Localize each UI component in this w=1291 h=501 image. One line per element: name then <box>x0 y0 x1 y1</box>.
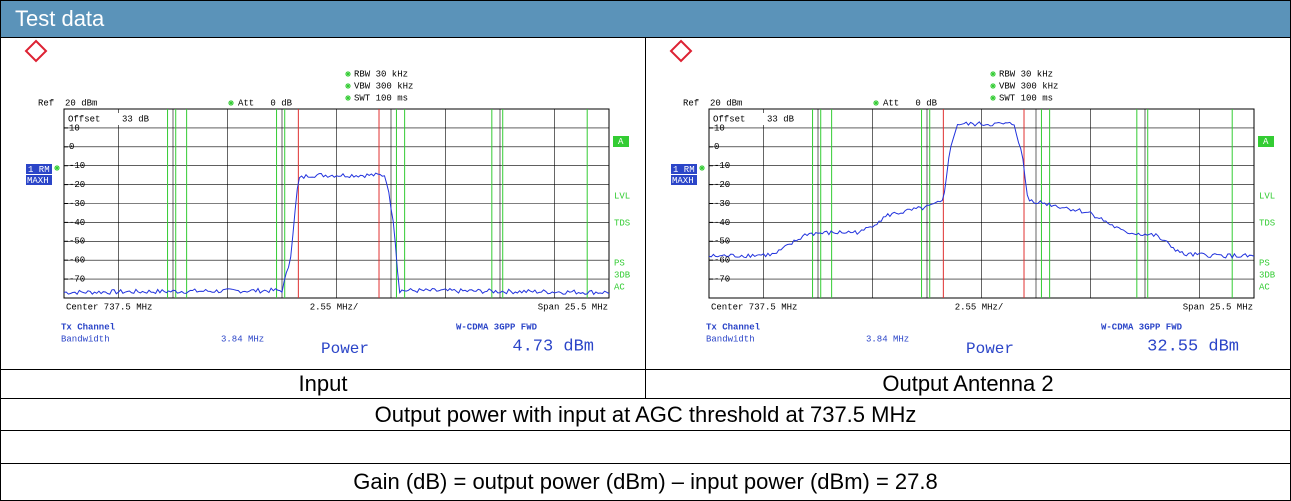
header-title: Test data <box>0 0 1291 38</box>
star-icon <box>345 95 351 101</box>
star-icon <box>228 100 234 106</box>
offset-bg <box>66 113 151 125</box>
y-label: 10 <box>69 123 80 133</box>
star-icon <box>345 83 351 89</box>
span-div: 2.55 MHz/ <box>310 302 359 312</box>
star-icon <box>990 83 996 89</box>
y-label: -10 <box>714 161 730 171</box>
power: 4.73 dBm <box>512 337 594 356</box>
setting: SWT 100 ms <box>999 93 1053 103</box>
power-label: Power <box>321 340 369 358</box>
trace <box>708 121 1255 259</box>
span: Span 25.5 MHz <box>538 302 608 312</box>
trace-label: 1 RM <box>28 165 50 175</box>
side-box: A <box>618 137 624 147</box>
standard: W-CDMA 3GPP FWD <box>456 322 538 332</box>
logo <box>24 39 48 63</box>
trace <box>63 172 610 296</box>
side-label: PS <box>1259 258 1270 268</box>
attenuation: Att 0 dB <box>238 98 293 108</box>
star-icon <box>345 71 351 77</box>
star-icon <box>873 100 879 106</box>
side-label: TDS <box>614 218 630 228</box>
tx-channel: Tx Channel <box>706 322 761 332</box>
y-label: -50 <box>714 237 730 247</box>
side-label: TDS <box>1259 218 1275 228</box>
bandwidth: 3.84 MHz <box>866 334 909 344</box>
span-div: 2.55 MHz/ <box>955 302 1004 312</box>
spectrum-screen: RBW 30 kHz VBW 300 kHz SWT 100 ms Ref 20 dB… <box>24 39 631 358</box>
summary: Output power with input at AGC threshold… <box>0 398 1291 431</box>
y-label: -20 <box>714 180 730 190</box>
bandwidth-label: Bandwidth <box>706 334 755 344</box>
side-label: AC <box>614 282 625 292</box>
y-label: -60 <box>69 256 85 266</box>
y-label: -20 <box>69 180 85 190</box>
image-cell: RBW 30 kHz VBW 300 kHz SWT 100 ms Ref 20 dB… <box>0 37 646 370</box>
setting: SWT 100 ms <box>354 93 408 103</box>
star-icon <box>54 165 60 171</box>
center-freq: Center 737.5 MHz <box>66 302 152 312</box>
screen: RBW 30 kHz VBW 300 kHz SWT 100 ms Ref 20 dB… <box>669 39 1276 358</box>
side-label: 3DB <box>1259 270 1276 280</box>
y-label: 10 <box>714 123 725 133</box>
star-icon <box>990 71 996 77</box>
y-label: -70 <box>69 274 85 284</box>
standard: W-CDMA 3GPP FWD <box>1101 322 1183 332</box>
setting: RBW 30 kHz <box>354 69 408 79</box>
side-box: A <box>1263 137 1269 147</box>
ref-level: Ref 20 dBm <box>38 98 97 108</box>
empty-row <box>0 430 1291 464</box>
trace-label-bg <box>26 164 52 174</box>
bandwidth-label: Bandwidth <box>61 334 110 344</box>
ref-level: Ref 20 dBm <box>683 98 742 108</box>
tx-channel: Tx Channel <box>61 322 116 332</box>
bandwidth: 3.84 MHz <box>221 334 264 344</box>
center-freq: Center 737.5 MHz <box>711 302 797 312</box>
trace-mode: MAXH <box>27 176 49 186</box>
y-label: -40 <box>69 218 85 228</box>
side-label: LVL <box>1259 191 1275 201</box>
offset: Offset 33 dB <box>68 114 150 124</box>
side-box-bg <box>613 136 629 147</box>
side-label: 3DB <box>614 270 631 280</box>
trace-label-bg <box>671 164 697 174</box>
offset-bg <box>711 113 796 125</box>
attenuation: Att 0 dB <box>883 98 938 108</box>
y-label: -70 <box>714 274 730 284</box>
y-label: -60 <box>714 256 730 266</box>
side-label: AC <box>1259 282 1270 292</box>
trace-mode: MAXH <box>672 176 694 186</box>
side-box-bg <box>1258 136 1274 147</box>
star-icon <box>699 165 705 171</box>
offset: Offset 33 dB <box>713 114 795 124</box>
gain: Gain (dB) = output power (dBm) – input p… <box>0 463 1291 501</box>
y-label: -40 <box>714 218 730 228</box>
y-label: -10 <box>69 161 85 171</box>
power: 32.55 dBm <box>1147 337 1239 356</box>
y-label: 0 <box>69 142 74 152</box>
setting: RBW 30 kHz <box>999 69 1053 79</box>
caption: Output Antenna 2 <box>645 369 1291 399</box>
setting: VBW 300 kHz <box>999 81 1058 91</box>
logo <box>669 39 693 63</box>
span: Span 25.5 MHz <box>1183 302 1253 312</box>
side-label: LVL <box>614 191 630 201</box>
y-label: 0 <box>714 142 719 152</box>
trace-mode-bg <box>671 175 697 185</box>
caption: Input <box>0 369 646 399</box>
trace-label: 1 RM <box>673 165 695 175</box>
screen: RBW 30 kHz VBW 300 kHz SWT 100 ms Ref 20 dB… <box>24 39 631 358</box>
spectrum-screen: RBW 30 kHz VBW 300 kHz SWT 100 ms Ref 20 dB… <box>669 39 1276 358</box>
setting: VBW 300 kHz <box>354 81 413 91</box>
y-label: -30 <box>714 199 730 209</box>
image-cell: RBW 30 kHz VBW 300 kHz SWT 100 ms Ref 20 dB… <box>645 37 1291 370</box>
trace-mode-bg <box>26 175 52 185</box>
star-icon <box>990 95 996 101</box>
power-label: Power <box>966 340 1014 358</box>
side-label: PS <box>614 258 625 268</box>
y-label: -50 <box>69 237 85 247</box>
y-label: -30 <box>69 199 85 209</box>
